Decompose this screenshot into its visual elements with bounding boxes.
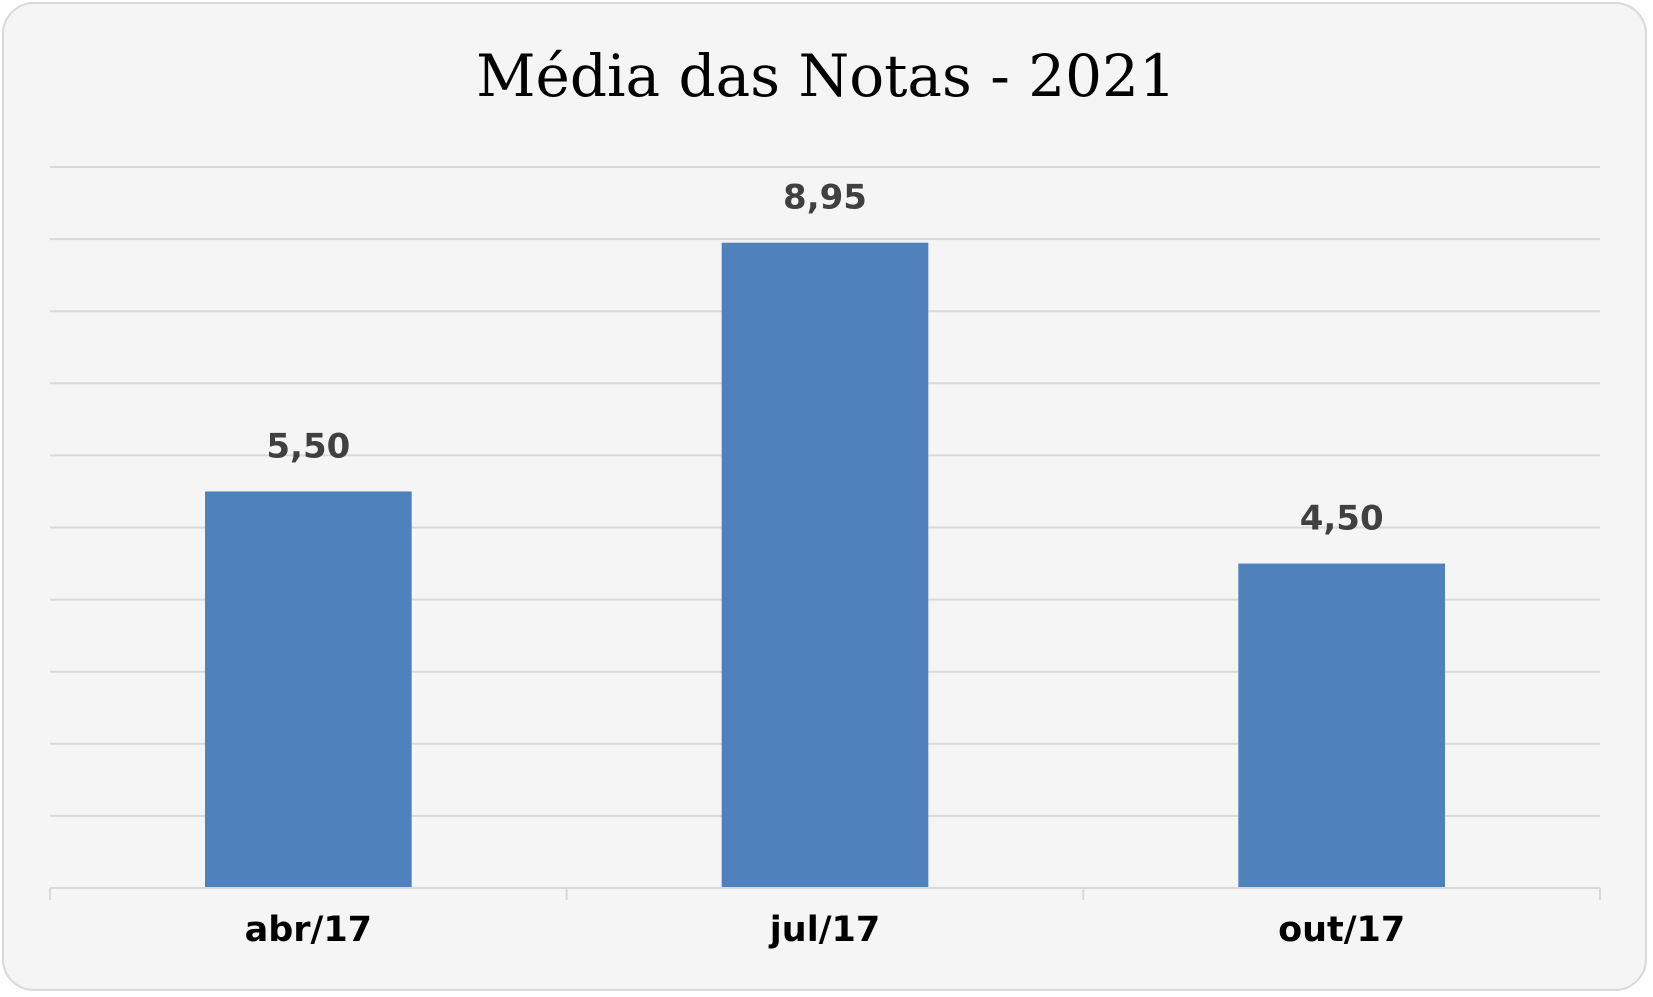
bars <box>205 242 1445 888</box>
category-label: out/17 <box>1278 910 1405 950</box>
bar <box>1238 563 1445 888</box>
data-label: 8,95 <box>783 178 867 218</box>
chart-title: Média das Notas - 2021 <box>476 42 1176 110</box>
data-label: 4,50 <box>1300 499 1384 539</box>
bar <box>205 491 412 888</box>
x-axis <box>49 887 1601 900</box>
category-labels: abr/17 jul/17 out/17 <box>245 910 1406 950</box>
data-labels: 5,50 8,95 4,50 <box>266 178 1383 539</box>
data-label: 5,50 <box>266 426 350 466</box>
category-label: abr/17 <box>245 910 372 950</box>
category-label: jul/17 <box>768 910 880 950</box>
bar <box>721 242 929 888</box>
